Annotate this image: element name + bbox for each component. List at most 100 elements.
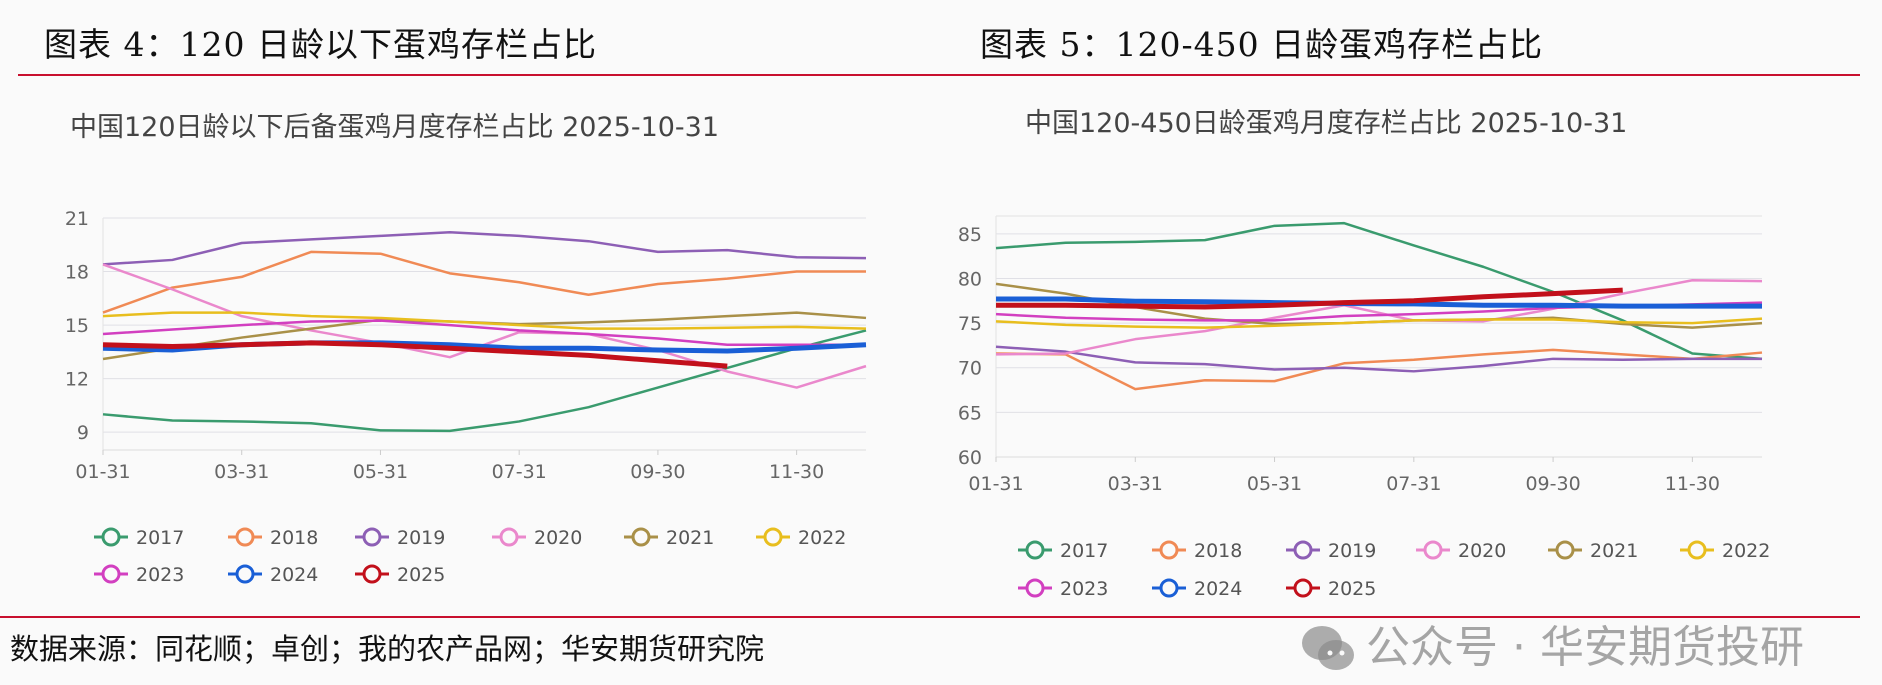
legend-label: 2018 bbox=[1194, 540, 1242, 562]
legend-marker-icon bbox=[763, 527, 783, 547]
figure-5-title: 图表 5：120-450 日龄蛋鸡存栏占比 bbox=[980, 25, 1544, 64]
watermark: 公众号 · 华安期货投研 bbox=[1300, 622, 1804, 674]
y-tick-label: 70 bbox=[958, 358, 982, 380]
legend-item-2024[interactable]: 2024 bbox=[228, 564, 318, 586]
legend-marker-icon bbox=[1293, 578, 1313, 598]
legend-item-2021[interactable]: 2021 bbox=[624, 527, 714, 549]
legend-marker-icon bbox=[1025, 540, 1045, 560]
data-source: 数据来源：同花顺；卓创；我的农产品网；华安期货研究院 bbox=[10, 632, 765, 666]
x-tick-label: 01-31 bbox=[968, 473, 1023, 495]
x-tick-label: 03-31 bbox=[214, 461, 269, 483]
legend-item-2018[interactable]: 2018 bbox=[228, 527, 318, 549]
x-tick-label: 11-30 bbox=[1665, 473, 1720, 495]
legend-label: 2017 bbox=[1060, 540, 1108, 562]
legend-item-2019[interactable]: 2019 bbox=[1286, 540, 1376, 562]
y-tick-label: 9 bbox=[77, 422, 89, 444]
series-line-2017 bbox=[995, 221, 1763, 361]
x-tick-label: 07-31 bbox=[1386, 473, 1441, 495]
legend-label: 2021 bbox=[666, 527, 714, 549]
series-line-2019 bbox=[995, 345, 1762, 373]
legend-label: 2025 bbox=[397, 564, 445, 586]
y-tick-label: 60 bbox=[958, 447, 982, 469]
legend-marker-icon bbox=[362, 527, 382, 547]
series-line-2025 bbox=[996, 287, 1623, 310]
legend-item-2024[interactable]: 2024 bbox=[1152, 578, 1242, 600]
legend-marker-icon bbox=[631, 527, 651, 547]
legend-item-2022[interactable]: 2022 bbox=[756, 527, 846, 549]
legend-marker-icon bbox=[1423, 540, 1443, 560]
legend-marker-icon bbox=[362, 564, 382, 584]
legend-item-2025[interactable]: 2025 bbox=[1286, 578, 1376, 600]
legend-item-2022[interactable]: 2022 bbox=[1680, 540, 1770, 562]
legend-marker-icon bbox=[499, 527, 519, 547]
legend-label: 2017 bbox=[136, 527, 184, 549]
y-tick-label: 18 bbox=[65, 262, 89, 284]
legend-label: 2022 bbox=[798, 527, 846, 549]
legend-label: 2023 bbox=[136, 564, 184, 586]
legend-label: 2024 bbox=[1194, 578, 1242, 600]
chart-title: 中国120-450日龄蛋鸡月度存栏占比 2025-10-31 bbox=[1025, 108, 1627, 139]
legend-item-2020[interactable]: 2020 bbox=[1416, 540, 1506, 562]
legend-item-2018[interactable]: 2018 bbox=[1152, 540, 1242, 562]
series-line-2018 bbox=[102, 250, 866, 314]
source-divider bbox=[0, 616, 1860, 618]
legend-item-2020[interactable]: 2020 bbox=[492, 527, 582, 549]
y-tick-label: 65 bbox=[958, 402, 982, 424]
legend-marker-icon bbox=[101, 564, 121, 584]
series-line-2020 bbox=[995, 279, 1763, 356]
legend-item-2017[interactable]: 2017 bbox=[1018, 540, 1108, 562]
y-tick-label: 12 bbox=[65, 369, 89, 391]
y-tick-label: 21 bbox=[65, 208, 89, 230]
x-tick-label: 05-31 bbox=[1247, 473, 1302, 495]
legend-marker-icon bbox=[1159, 540, 1179, 560]
chart-title: 中国120日龄以下后备蛋鸡月度存栏占比 2025-10-31 bbox=[70, 112, 719, 143]
legend-marker-icon bbox=[1293, 540, 1313, 560]
series-line-2025 bbox=[102, 340, 728, 369]
series-line-2019 bbox=[102, 231, 867, 266]
x-tick-label: 07-31 bbox=[492, 461, 547, 483]
legend-label: 2019 bbox=[1328, 540, 1376, 562]
chart-5: 中国120-450日龄蛋鸡月度存栏占比 2025-10-31 60 65 70 75 80… bbox=[958, 108, 1771, 600]
legend-label: 2024 bbox=[270, 564, 318, 586]
x-tick-label: 09-30 bbox=[1525, 473, 1580, 495]
x-tick-label: 09-30 bbox=[630, 461, 685, 483]
legend-label: 2022 bbox=[1722, 540, 1770, 562]
x-tick-label: 11-30 bbox=[769, 461, 824, 483]
figure-4-title: 图表 4：120 日龄以下蛋鸡存栏占比 bbox=[44, 25, 597, 64]
legend-marker-icon bbox=[1025, 578, 1045, 598]
legend-marker-icon bbox=[1687, 540, 1707, 560]
legend-item-2025[interactable]: 2025 bbox=[355, 564, 445, 586]
series-line-2023 bbox=[102, 319, 866, 346]
legend-item-2021[interactable]: 2021 bbox=[1548, 540, 1638, 562]
legend-item-2019[interactable]: 2019 bbox=[355, 527, 445, 549]
legend-marker-icon bbox=[1555, 540, 1575, 560]
wechat-icon bbox=[1300, 623, 1356, 673]
x-tick-label: 01-31 bbox=[75, 461, 130, 483]
series-line-2018 bbox=[995, 348, 1763, 391]
x-tick-label: 05-31 bbox=[353, 461, 408, 483]
legend-label: 2020 bbox=[1458, 540, 1506, 562]
legend-marker-icon bbox=[101, 527, 121, 547]
title-divider bbox=[18, 74, 1860, 76]
legend-label: 2018 bbox=[270, 527, 318, 549]
legend-item-2023[interactable]: 2023 bbox=[94, 564, 184, 586]
legend-marker-icon bbox=[235, 527, 255, 547]
y-tick-label: 75 bbox=[958, 313, 982, 335]
x-tick-label: 03-31 bbox=[1108, 473, 1163, 495]
legend-label: 2025 bbox=[1328, 578, 1376, 600]
legend-label: 2023 bbox=[1060, 578, 1108, 600]
series-line-2022 bbox=[102, 311, 867, 330]
legend-marker-icon bbox=[1159, 578, 1179, 598]
legend-item-2023[interactable]: 2023 bbox=[1018, 578, 1108, 600]
legend-label: 2020 bbox=[534, 527, 582, 549]
legend-label: 2021 bbox=[1590, 540, 1638, 562]
chart-4: 中国120日龄以下后备蛋鸡月度存栏占比 2025-10-31 9 12 15 18 21 0… bbox=[65, 112, 867, 586]
y-tick-label: 80 bbox=[958, 268, 982, 290]
y-tick-label: 85 bbox=[958, 224, 982, 246]
legend-marker-icon bbox=[235, 564, 255, 584]
watermark-text: 公众号 · 华安期货投研 bbox=[1366, 622, 1804, 673]
legend-item-2017[interactable]: 2017 bbox=[94, 527, 184, 549]
y-tick-label: 15 bbox=[65, 315, 89, 337]
series-line-2022 bbox=[995, 317, 1763, 329]
